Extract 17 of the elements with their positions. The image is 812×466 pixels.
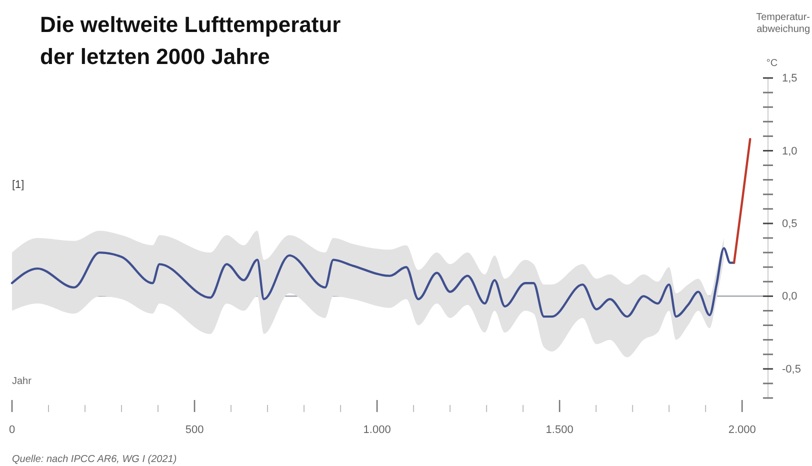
x-tick-label: 2.000 [728,424,756,436]
y-axis-title: Temperatur-abweichung [756,12,810,35]
x-axis-title: Jahr [12,376,32,387]
line-series [10,247,736,318]
x-tick-label: 1.500 [546,424,574,436]
x-tick-label: 500 [185,424,204,436]
y-tick-label: 1,5 [782,72,798,85]
x-tick-label: 0 [8,424,16,436]
x-tick-label: 1.000 [363,424,391,436]
y-tick-label: 0,0 [782,290,798,303]
y-tick-label: 1,0 [782,145,798,158]
text: °C [766,58,778,69]
annotation: [1] [12,179,24,191]
y-tick-label: -0,5 [782,363,801,376]
y-tick-label: 0,5 [782,218,798,230]
source-note: Quelle: nach IPCC AR6, WG I (2021) [12,454,177,465]
chart-title: Die weltweite Lufttemperatur der letzten 2000 Jahre [40,12,342,69]
